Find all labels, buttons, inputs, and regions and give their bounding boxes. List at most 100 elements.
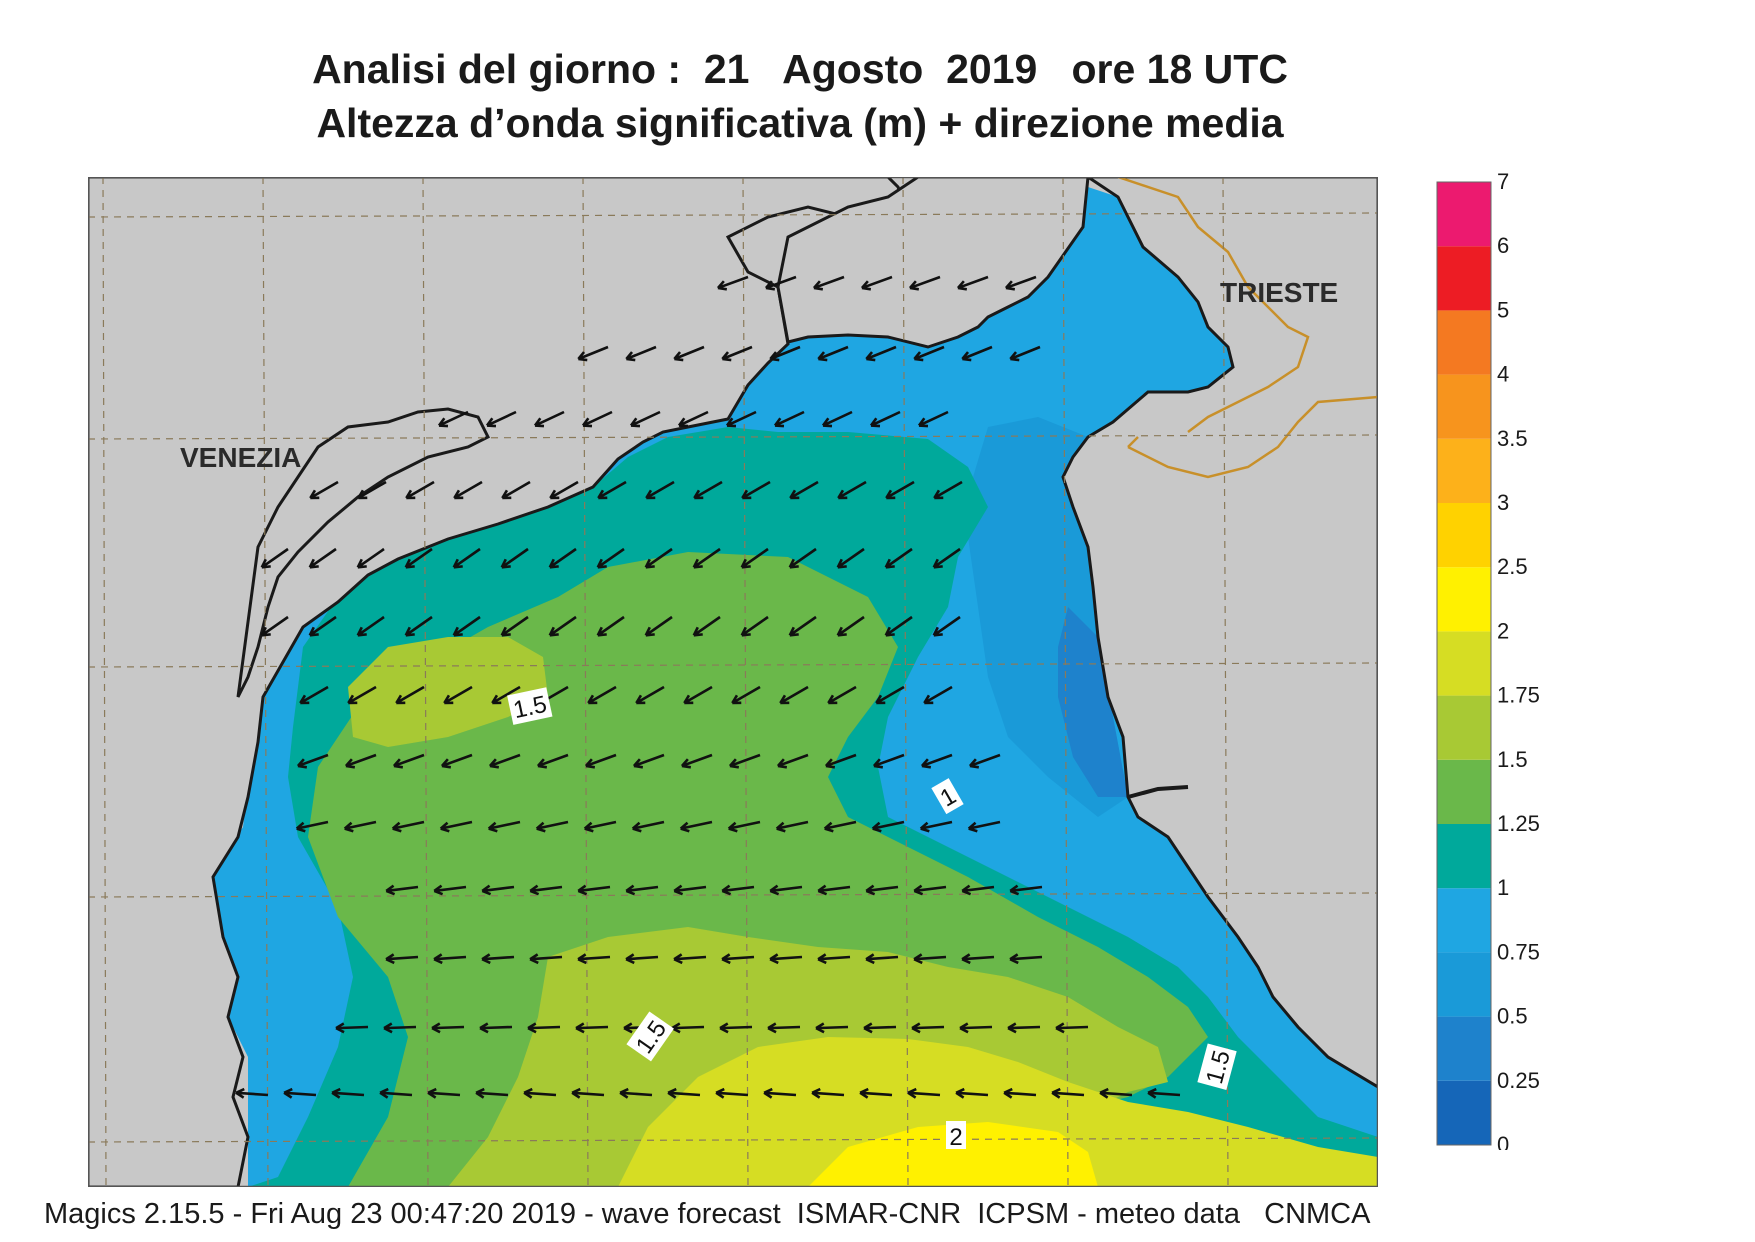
direction-arrow xyxy=(356,547,385,569)
legend-swatch xyxy=(1437,310,1491,375)
direction-arrow xyxy=(769,345,801,362)
direction-arrow xyxy=(817,953,851,965)
direction-arrow xyxy=(679,820,713,833)
direction-arrow xyxy=(581,410,613,428)
direction-arrow xyxy=(529,953,563,965)
direction-arrow xyxy=(817,345,849,362)
legend-swatch xyxy=(1437,824,1491,889)
direction-arrow xyxy=(645,480,675,500)
direction-arrow xyxy=(1009,953,1043,965)
direction-arrow xyxy=(865,953,899,965)
direction-arrow xyxy=(356,615,385,637)
direction-arrow xyxy=(731,685,761,705)
contour-label-2: 2 xyxy=(946,1121,966,1151)
direction-arrow xyxy=(917,410,949,428)
direction-arrow xyxy=(437,410,469,428)
direction-arrow xyxy=(404,615,433,637)
direction-arrow xyxy=(884,615,913,637)
direction-arrow xyxy=(575,1022,609,1034)
direction-arrow xyxy=(440,753,473,769)
direction-arrow xyxy=(721,884,755,896)
land-west-coast xyxy=(88,177,920,1187)
direction-arrow xyxy=(404,547,433,569)
legend-tick-label: 7 xyxy=(1497,170,1509,194)
direction-arrow xyxy=(405,480,435,500)
legend-tick-label: 0.25 xyxy=(1497,1068,1540,1093)
direction-arrow xyxy=(629,410,661,428)
direction-arrow xyxy=(357,480,387,500)
direction-arrow xyxy=(961,953,995,965)
direction-arrow xyxy=(331,1087,365,1099)
direction-arrow xyxy=(625,345,657,362)
direction-arrow xyxy=(1051,1087,1085,1099)
direction-arrow xyxy=(919,820,953,833)
national-border xyxy=(1117,177,1378,479)
direction-arrow xyxy=(260,615,289,637)
wave-band-200 xyxy=(808,1122,1098,1187)
direction-arrow xyxy=(812,275,845,291)
direction-arrow xyxy=(431,1022,465,1034)
direction-arrow xyxy=(836,615,865,637)
land-east-coast xyxy=(1061,177,1378,1089)
direction-arrow xyxy=(548,547,577,569)
direction-arrow xyxy=(869,410,901,428)
direction-arrow xyxy=(817,884,851,896)
direction-arrow xyxy=(308,615,337,637)
direction-arrow xyxy=(475,1087,509,1099)
legend-tick-label: 0 xyxy=(1497,1132,1509,1150)
direction-arrow xyxy=(452,615,481,637)
direction-arrow xyxy=(860,275,893,291)
direction-arrow xyxy=(481,953,515,965)
legend-tick-label: 4 xyxy=(1497,362,1509,387)
direction-arrow xyxy=(908,275,941,291)
direction-arrow xyxy=(692,547,721,569)
direction-arrow xyxy=(692,615,721,637)
direction-arrow xyxy=(625,884,659,896)
direction-arrow xyxy=(309,480,339,500)
direction-arrow xyxy=(296,753,329,769)
direction-arrow xyxy=(932,615,961,637)
direction-arrow xyxy=(1147,1087,1181,1099)
direction-arrow xyxy=(453,480,483,500)
legend-tick-label: 0.75 xyxy=(1497,939,1540,964)
direction-arrow xyxy=(335,1022,369,1034)
direction-arrow xyxy=(439,820,473,833)
direction-arrow xyxy=(683,685,713,705)
direction-arrow xyxy=(740,615,769,637)
city-label-venezia: VENEZIA xyxy=(180,442,301,473)
direction-arrow xyxy=(677,410,709,428)
legend-tick-label: 5 xyxy=(1497,297,1509,322)
direction-arrow xyxy=(693,480,723,500)
direction-arrow xyxy=(235,1087,269,1099)
direction-arrow xyxy=(913,953,947,965)
wave-band-175 xyxy=(618,1037,1378,1187)
direction-arrow xyxy=(443,685,473,705)
direction-arrow xyxy=(741,480,771,500)
direction-arrow xyxy=(885,480,915,500)
direction-arrow xyxy=(715,1087,749,1099)
direction-arrow xyxy=(260,547,289,569)
direction-arrow xyxy=(769,953,803,965)
direction-arrow xyxy=(644,547,673,569)
direction-arrow xyxy=(913,884,947,896)
color-legend: 0 0.25 0.5 0.75 1 1.25 1.5 1.75 2 2.5 3 3.5 4 5 6 7 xyxy=(1436,170,1540,1150)
direction-arrow xyxy=(837,480,867,500)
direction-arrow xyxy=(299,685,329,705)
direction-arrow xyxy=(577,345,609,362)
direction-arrow xyxy=(767,1022,801,1034)
direction-arrow xyxy=(836,547,865,569)
direction-arrow xyxy=(635,685,665,705)
direction-arrow xyxy=(725,410,757,428)
direction-arrow xyxy=(295,820,329,833)
direction-arrow xyxy=(769,884,803,896)
direction-arrow xyxy=(583,820,617,833)
direction-arrow xyxy=(764,275,797,291)
direction-arrow xyxy=(596,615,625,637)
legend-swatch xyxy=(1437,246,1491,311)
direction-arrow xyxy=(487,820,521,833)
direction-arrow xyxy=(719,1022,753,1034)
direction-arrow xyxy=(789,480,819,500)
direction-arrow xyxy=(481,884,515,896)
direction-arrow xyxy=(596,547,625,569)
direction-arrow xyxy=(673,884,707,896)
